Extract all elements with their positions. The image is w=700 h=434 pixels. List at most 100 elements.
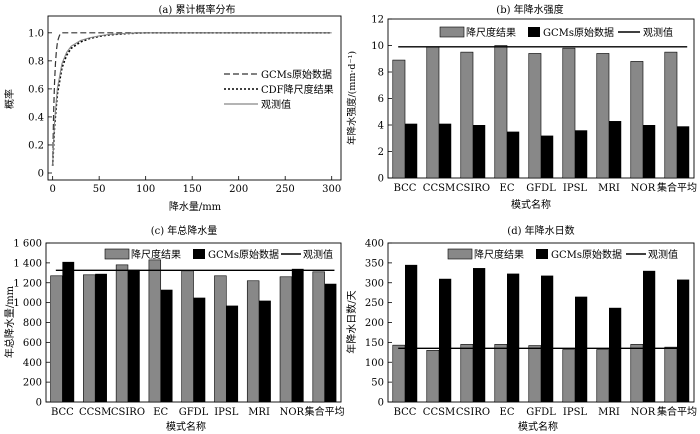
panel-b-bar-gcms <box>643 125 656 178</box>
panel-c-y-tick-label: 1 200 <box>13 278 42 289</box>
panel-b-y-axis-label: 年降水强度/(mm·d⁻¹) <box>346 51 358 145</box>
panel-c-x-axis-label: 模式名称 <box>166 420 206 433</box>
legend-label-observed: 观测值 <box>648 248 678 261</box>
legend-label-downscaled: 降尺度结果 <box>466 26 516 39</box>
panel-b-title: (b) 年降水强度 <box>496 3 563 16</box>
panel-d-x-tick-label: GFDL <box>526 407 556 418</box>
panel-b-bar-gcms <box>677 126 690 178</box>
panel-d-x-axis-label: 模式名称 <box>518 420 558 433</box>
panel-d-y-tick-label: 350 <box>365 258 384 269</box>
panel-c-bar-gcms <box>291 268 304 402</box>
panel-d-y-tick-label: 150 <box>365 338 384 349</box>
panel-a-x-tick-label: 250 <box>276 184 295 195</box>
panel-b-y-tick-label: 10 <box>371 41 384 52</box>
panel-c-y-tick-label: 800 <box>23 318 42 329</box>
legend-label-gcms: GCMs原始数据 <box>543 26 614 39</box>
panel-a-y-tick-label: 0.2 <box>28 140 44 151</box>
panel-c-y-tick-label: 400 <box>23 358 42 369</box>
panel-b-bar-downscaled <box>460 51 474 179</box>
panel-d-y-tick-label: 250 <box>365 298 384 309</box>
panel-a-legend: GCMs原始数据 CDF降尺度结果 观测值 <box>224 68 334 111</box>
panel-b-y-tick-label: 6 <box>378 94 384 105</box>
panel-d-x-tick-label: NOR <box>631 407 656 418</box>
panel-b-bar-gcms <box>541 135 554 178</box>
panel-c-x-tick-label: MRI <box>248 407 270 418</box>
panel-c-bar-downscaled <box>312 271 325 403</box>
panel-c-bar-downscaled <box>279 276 293 403</box>
panel-d-y-tick-label: 50 <box>371 378 384 389</box>
panel-a-x-tick-label: 0 <box>49 184 55 195</box>
series-line-observed <box>52 32 332 167</box>
panel-c-legend: 降尺度结果 GCMs原始数据 观测值 <box>104 248 333 261</box>
legend-swatch-gcms <box>193 249 205 259</box>
panel-b-bar-downscaled <box>562 47 576 179</box>
legend-label-gcms: GCMs原始数据 <box>261 68 332 81</box>
panel-d-bar-downscaled <box>630 344 644 403</box>
panel-b-x-tick-label: CSIRO <box>456 183 490 194</box>
panel-c-y-tick-label: 200 <box>23 378 42 389</box>
panel-b-legend: 降尺度结果 GCMs原始数据 观测值 <box>439 26 673 39</box>
panel-c-x-tick-label: BCC <box>51 407 74 418</box>
panel-b-y-tick-label: 0 <box>378 174 384 185</box>
panel-a-y-axis-label: 概率 <box>3 89 16 109</box>
panel-a-x-tick-label: 50 <box>93 184 106 195</box>
legend-label-observed: 观测值 <box>643 26 673 39</box>
legend-swatch-gcms <box>536 249 548 259</box>
panel-b-bar-downscaled <box>596 53 610 179</box>
panel-a-y-tick-label: 0.8 <box>28 56 44 67</box>
panel-c-bar-downscaled <box>214 275 227 403</box>
panel-a-x-tick-label: 100 <box>136 184 155 195</box>
panel-d-bar-downscaled <box>664 346 678 403</box>
panel-c-bar-gcms <box>127 269 140 402</box>
panel-b-y-tick-label: 4 <box>378 121 384 132</box>
legend-swatch-downscaled <box>104 248 130 260</box>
panel-b-bar-gcms <box>439 123 452 178</box>
legend-label-observed: 观测值 <box>303 248 333 261</box>
panel-c-y-tick-label: 1 400 <box>13 258 42 269</box>
panel-d-bar-gcms <box>609 307 622 402</box>
panel-c-bar-gcms <box>324 283 337 402</box>
panel-d-bar-downscaled <box>426 350 440 403</box>
legend-label-gcms: GCMs原始数据 <box>551 248 622 261</box>
panel-c-y-tick-label: 0 <box>36 398 42 409</box>
panel-b-x-tick-label: CCSM <box>423 183 455 194</box>
panel-c-y-tick-label: 600 <box>23 338 42 349</box>
panel-b-bar-downscaled <box>494 45 508 179</box>
panel-d-legend: 降尺度结果 GCMs原始数据 观测值 <box>447 248 678 261</box>
panel-c-bar-downscaled <box>148 259 162 403</box>
panel-c-bar-downscaled <box>50 275 63 403</box>
panel-d-x-tick-label: CCSM <box>423 407 455 418</box>
panel-d-bar-downscaled <box>494 344 508 403</box>
panel-b-bar-downscaled <box>630 61 644 179</box>
panel-b-bar-downscaled <box>392 59 406 179</box>
panel-a-y-tick-label: 0 <box>38 168 44 179</box>
panel-c-x-tick-label: CSIRO <box>111 407 145 418</box>
legend-swatch-gcms <box>528 27 540 37</box>
panel-c-title: (c) 年总降水量 <box>151 224 218 237</box>
panel-d-x-tick-label: CSIRO <box>456 407 490 418</box>
panel-c-bar-downscaled <box>115 264 129 403</box>
panel-b-bar-downscaled <box>528 53 542 179</box>
panel-a-y-tick-label: 1.0 <box>28 28 44 39</box>
panel-d-x-tick-label: EC <box>500 407 515 418</box>
panel-a-x-tick-label: 150 <box>183 184 202 195</box>
panel-c-bar-downscaled <box>246 280 260 403</box>
legend-label-downscaled: 降尺度结果 <box>131 248 181 261</box>
panel-b-bar-gcms <box>405 123 418 178</box>
legend-label-cdf: CDF降尺度结果 <box>261 83 334 96</box>
panel-c-total: (c) 年总降水量 0 200 400 600 800 1 000 1 200 1 400 1 … <box>3 224 345 433</box>
panel-d-x-tick-label: 集合平均 <box>657 405 697 418</box>
panel-d-x-tick-label: MRI <box>598 407 620 418</box>
legend-label-gcms: GCMs原始数据 <box>208 248 279 261</box>
panel-b-intensity: (b) 年降水强度 0 2 4 6 8 10 12 BCC CCSM CSIRO EC GFDL IPS… <box>346 3 697 211</box>
panel-c-x-tick-label: EC <box>153 407 168 418</box>
legend-swatch-downscaled <box>447 248 473 260</box>
panel-b-x-tick-label: NOR <box>631 183 656 194</box>
panel-b-x-tick-label: GFDL <box>526 183 556 194</box>
panel-b-x-axis-label: 模式名称 <box>511 198 551 211</box>
panel-d-bar-downscaled <box>392 344 406 403</box>
panel-c-bar-downscaled <box>83 274 96 403</box>
panel-b-x-tick-label: BCC <box>394 183 417 194</box>
panel-d-bar-downscaled <box>460 344 474 403</box>
